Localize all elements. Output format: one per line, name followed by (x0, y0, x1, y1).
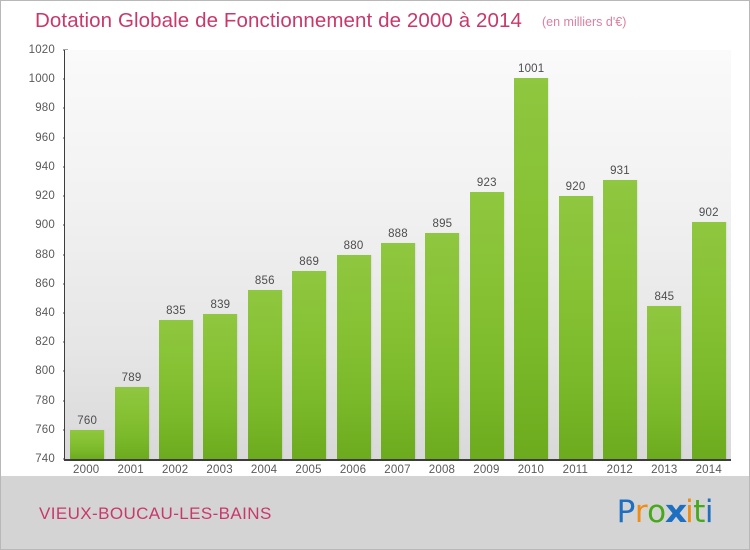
logo-letter: o (647, 494, 666, 530)
x-axis-tick-label: 2001 (117, 464, 144, 476)
bar-slot: 856 (243, 50, 287, 459)
logo-letter: i (704, 494, 714, 530)
bar[interactable] (247, 289, 282, 459)
chart-subtitle: (en milliers d'€) (542, 15, 627, 29)
x-axis-tick-label: 2009 (473, 464, 500, 476)
chart-header: Dotation Globale de Fonctionnement de 20… (1, 1, 749, 41)
bar-slot: 931 (598, 50, 642, 459)
bar[interactable] (514, 77, 549, 459)
bar[interactable] (158, 320, 193, 459)
bar[interactable] (336, 254, 371, 459)
bar-slot: 888 (376, 50, 420, 459)
bar[interactable] (114, 387, 149, 459)
x-axis-tick-label: 2006 (339, 464, 367, 476)
bar-series: 760 789 835 839 856 869 880 888 895 923 1001 920 931… (65, 50, 731, 459)
bar-slot: 789 (109, 50, 153, 459)
bar-slot: 902 (687, 50, 731, 459)
x-axis-tick-label: 2002 (161, 464, 189, 476)
x-axis-tick-label: 2007 (384, 464, 411, 476)
bar-slot: 895 (420, 50, 464, 459)
y-axis-tick-label: 880 (35, 248, 55, 261)
bar-slot: 1001 (509, 50, 553, 459)
bar-value-label: 869 (299, 255, 320, 268)
bar[interactable] (380, 242, 415, 459)
bar-value-label: 880 (343, 239, 364, 252)
bar-value-label: 760 (77, 414, 98, 427)
y-axis-tick-label: 780 (35, 394, 55, 407)
plot-region: 740 760 780 800 820 840 860 880 900 920 940 960 980 1… (1, 41, 749, 476)
bar-value-label: 931 (610, 165, 630, 178)
y-axis-tick-label: 740 (35, 453, 55, 465)
y-axis-tick-label: 800 (35, 365, 55, 378)
x-axis-tick-label: 2012 (606, 464, 634, 476)
bar-slot: 920 (553, 50, 597, 459)
bar-slot: 869 (287, 50, 331, 459)
bar-value-label: 845 (654, 290, 675, 303)
y-axis-tick-label: 900 (35, 219, 55, 232)
bar-value-label: 856 (254, 274, 275, 287)
y-axis-tick-label: 1000 (28, 73, 55, 86)
bar[interactable] (602, 180, 637, 459)
y-axis-tick-label: 1020 (28, 44, 55, 56)
bar[interactable] (558, 196, 593, 459)
bar-slot: 923 (465, 50, 509, 459)
bar-slot: 835 (154, 50, 198, 459)
logo-letter: x (664, 494, 687, 530)
logo-letter: r (634, 494, 648, 530)
bar[interactable] (203, 314, 238, 459)
y-axis-tick-label: 940 (35, 160, 55, 173)
y-axis-tick-label: 920 (35, 190, 55, 203)
x-axis-tick-label: 2014 (695, 464, 722, 476)
x-axis-tick-label: 2013 (651, 464, 678, 476)
x-axis-tick-label: 2005 (295, 464, 322, 476)
bar-slot: 845 (642, 50, 686, 459)
bar[interactable] (647, 305, 682, 459)
bar-value-label: 789 (121, 372, 142, 385)
bar-value-label: 923 (476, 176, 497, 189)
bar-value-label: 839 (210, 299, 231, 312)
x-axis-tick-label: 2000 (73, 464, 100, 476)
bar[interactable] (70, 429, 105, 459)
bar-value-label: 888 (388, 227, 408, 240)
proxiti-logo[interactable]: Proxiti (616, 494, 714, 530)
plot-area: 760 789 835 839 856 869 880 888 895 923 1001 920 931… (64, 50, 731, 459)
page-title: Dotation Globale de Fonctionnement de 20… (35, 9, 522, 32)
x-axis-tick-label: 2003 (206, 464, 233, 476)
y-axis-tick-label: 840 (35, 306, 55, 319)
bar[interactable] (425, 232, 460, 459)
logo-letter: i (685, 494, 694, 530)
x-axis-tick-label: 2010 (517, 464, 545, 476)
footer: VIEUX-BOUCAU-LES-BAINS Proxiti (1, 476, 749, 549)
bar-slot: 760 (65, 50, 109, 459)
y-axis-tick-label: 760 (35, 423, 55, 436)
x-axis: 2000 2001 2002 2003 2004 2005 2006 2007 2008 2009… (64, 462, 731, 484)
y-axis: 740 760 780 800 820 840 860 880 900 920 940 960 980 1… (1, 41, 68, 476)
y-axis-tick-label: 960 (35, 131, 55, 144)
x-axis-tick-label: 2004 (250, 464, 278, 476)
bar-slot: 839 (198, 50, 242, 459)
bar-value-label: 902 (698, 207, 719, 220)
bar-value-label: 895 (432, 217, 453, 230)
x-axis-tick-label: 2011 (562, 464, 589, 476)
x-axis-tick-label: 2008 (428, 464, 456, 476)
y-axis-tick-label: 980 (35, 102, 55, 115)
bar-slot: 880 (331, 50, 375, 459)
bar[interactable] (469, 191, 504, 459)
bar[interactable] (292, 270, 327, 459)
y-axis-tick-label: 860 (35, 277, 55, 290)
bar-value-label: 920 (565, 181, 586, 194)
x-axis-line (64, 459, 731, 461)
logo-letter: t (693, 494, 705, 530)
commune-name: VIEUX-BOUCAU-LES-BAINS (39, 503, 272, 523)
y-axis-tick-label: 820 (35, 336, 55, 349)
bar[interactable] (691, 222, 726, 459)
bar-value-label: 835 (166, 305, 186, 318)
bar-value-label: 1001 (517, 62, 545, 75)
logo-letter: P (616, 494, 636, 530)
